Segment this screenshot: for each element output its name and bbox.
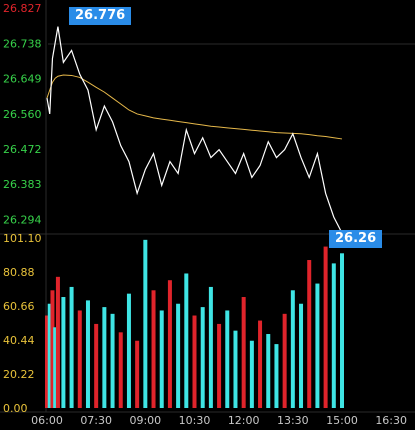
volume-bar bbox=[307, 260, 312, 408]
volume-bar bbox=[135, 340, 140, 408]
price-tick-label: 26.383 bbox=[3, 178, 42, 191]
volume-bar bbox=[61, 297, 66, 408]
volume-bar bbox=[200, 307, 205, 408]
volume-bar bbox=[217, 323, 222, 408]
volume-tick-label: 60.66 bbox=[3, 300, 35, 313]
volume-bar bbox=[118, 332, 123, 408]
time-tick-label: 06:00 bbox=[31, 414, 63, 427]
time-tick-label: 07:30 bbox=[80, 414, 112, 427]
volume-bar bbox=[55, 276, 60, 408]
volume-bar bbox=[184, 273, 189, 408]
average-price-line bbox=[46, 74, 343, 140]
volume-tick-label: 101.10 bbox=[3, 232, 42, 245]
volume-bar bbox=[85, 300, 90, 408]
time-tick-label: 13:30 bbox=[277, 414, 309, 427]
volume-bar bbox=[241, 297, 246, 408]
price-tick-label: 26.560 bbox=[3, 108, 42, 121]
volume-tick-label: 80.88 bbox=[3, 266, 35, 279]
volume-bar bbox=[47, 303, 52, 408]
volume-bar bbox=[258, 320, 263, 408]
time-tick-label: 16:30 bbox=[375, 414, 407, 427]
volume-tick-label: 40.44 bbox=[3, 334, 35, 347]
high-price-label: 26.776 bbox=[69, 7, 132, 25]
price-tick-label: 26.738 bbox=[3, 37, 42, 50]
volume-bar bbox=[266, 334, 271, 408]
volume-tick-label: 0.00 bbox=[3, 402, 28, 415]
price-tick-label: 26.294 bbox=[3, 213, 42, 226]
volume-bar bbox=[340, 253, 344, 408]
volume-bar bbox=[45, 315, 49, 408]
volume-bar bbox=[315, 283, 320, 408]
time-tick-label: 12:00 bbox=[228, 414, 260, 427]
volume-bar bbox=[323, 246, 328, 408]
price-line bbox=[46, 26, 343, 234]
volume-bar bbox=[159, 310, 164, 408]
volume-bar bbox=[299, 303, 304, 408]
volume-bar bbox=[77, 310, 82, 408]
volume-bar bbox=[143, 239, 148, 408]
volume-bar bbox=[208, 286, 213, 408]
volume-bar bbox=[94, 323, 99, 408]
volume-bar bbox=[53, 327, 58, 408]
volume-bar bbox=[225, 310, 230, 408]
volume-bar bbox=[192, 315, 197, 408]
volume-bar bbox=[282, 313, 287, 408]
last-price-label: 26.26 bbox=[329, 230, 383, 248]
price-tick-label: 26.472 bbox=[3, 143, 42, 156]
volume-bar bbox=[274, 344, 279, 408]
volume-bar bbox=[102, 307, 107, 408]
volume-bar bbox=[110, 313, 115, 408]
volume-tick-label: 20.22 bbox=[3, 368, 35, 381]
volume-bar bbox=[331, 263, 336, 408]
volume-bar bbox=[50, 290, 55, 408]
volume-bar bbox=[126, 293, 131, 408]
volume-bar bbox=[151, 290, 156, 408]
volume-bar bbox=[290, 290, 295, 408]
volume-bar bbox=[69, 286, 74, 408]
volume-bar bbox=[167, 280, 172, 408]
volume-bar bbox=[176, 303, 181, 408]
volume-bar bbox=[249, 340, 254, 408]
volume-bar bbox=[233, 330, 238, 408]
time-tick-label: 10:30 bbox=[179, 414, 211, 427]
time-tick-label: 15:00 bbox=[326, 414, 358, 427]
time-tick-label: 09:00 bbox=[129, 414, 161, 427]
price-tick-label: 26.649 bbox=[3, 73, 42, 86]
price-tick-label: 26.827 bbox=[3, 2, 42, 15]
